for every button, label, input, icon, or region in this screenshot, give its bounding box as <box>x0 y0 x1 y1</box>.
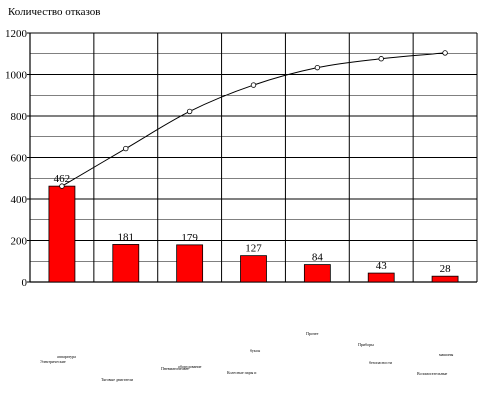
line-point <box>123 145 129 152</box>
cumulative-line-series <box>59 50 448 189</box>
bar <box>303 264 331 283</box>
category-label: Прочее <box>306 331 319 336</box>
category-label: Электрические <box>40 359 66 364</box>
bar <box>367 272 395 283</box>
category-label: Вспомогательные <box>417 371 448 376</box>
line-point <box>442 50 448 56</box>
category-label: Приборы <box>358 342 374 347</box>
bar <box>48 185 76 283</box>
category-label: буксы <box>250 348 261 353</box>
bar-value-labels: 462 181 179 127 84 43 28 <box>54 173 451 275</box>
bar-value-label: 462 <box>54 173 71 185</box>
category-label: Тяговые двигатели <box>101 377 134 382</box>
line-point <box>314 64 321 71</box>
line-point <box>59 183 65 189</box>
bar-value-label: 28 <box>440 263 452 275</box>
category-label: безопасности <box>369 360 393 365</box>
bar-value-label: 179 <box>181 232 198 244</box>
y-tick-label: 800 <box>11 111 28 123</box>
line-point <box>186 108 193 115</box>
y-tick-label: 200 <box>11 236 28 248</box>
y-tick-label: 400 <box>11 194 28 206</box>
y-tick-label: 0 <box>22 277 28 289</box>
bar-value-label: 84 <box>312 252 324 264</box>
line-point <box>378 56 384 62</box>
bar <box>240 255 267 283</box>
y-tick-labels: 0 200 400 600 800 1000 1200 <box>5 28 28 289</box>
y-tick-label: 1000 <box>5 70 28 82</box>
y-tick-label: 600 <box>11 153 28 165</box>
bar <box>431 275 459 283</box>
category-label: Колесные пары и <box>227 370 257 375</box>
category-label: Пневматическое <box>161 366 189 371</box>
category-label: машины <box>439 352 454 357</box>
y-tick-label: 1200 <box>5 28 28 40</box>
bar-value-label: 127 <box>245 243 262 255</box>
line-point <box>250 82 257 88</box>
category-label: аппаратура <box>57 354 76 359</box>
bar-value-label: 181 <box>118 231 135 243</box>
chart-title: Количество отказов <box>8 6 100 18</box>
cumulative-line <box>61 52 446 187</box>
bar-value-label: 43 <box>376 260 388 272</box>
category-label: оборудование <box>178 364 202 369</box>
bar <box>112 244 140 283</box>
bars <box>48 185 459 283</box>
bar <box>176 244 204 283</box>
